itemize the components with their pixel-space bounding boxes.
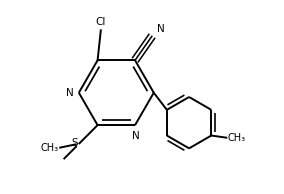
Text: S: S	[72, 138, 78, 148]
Text: N: N	[156, 24, 164, 34]
Text: N: N	[66, 88, 74, 98]
Text: CH₃: CH₃	[41, 143, 59, 153]
Text: N: N	[132, 131, 140, 140]
Text: Cl: Cl	[96, 17, 106, 27]
Text: CH₃: CH₃	[227, 133, 245, 143]
